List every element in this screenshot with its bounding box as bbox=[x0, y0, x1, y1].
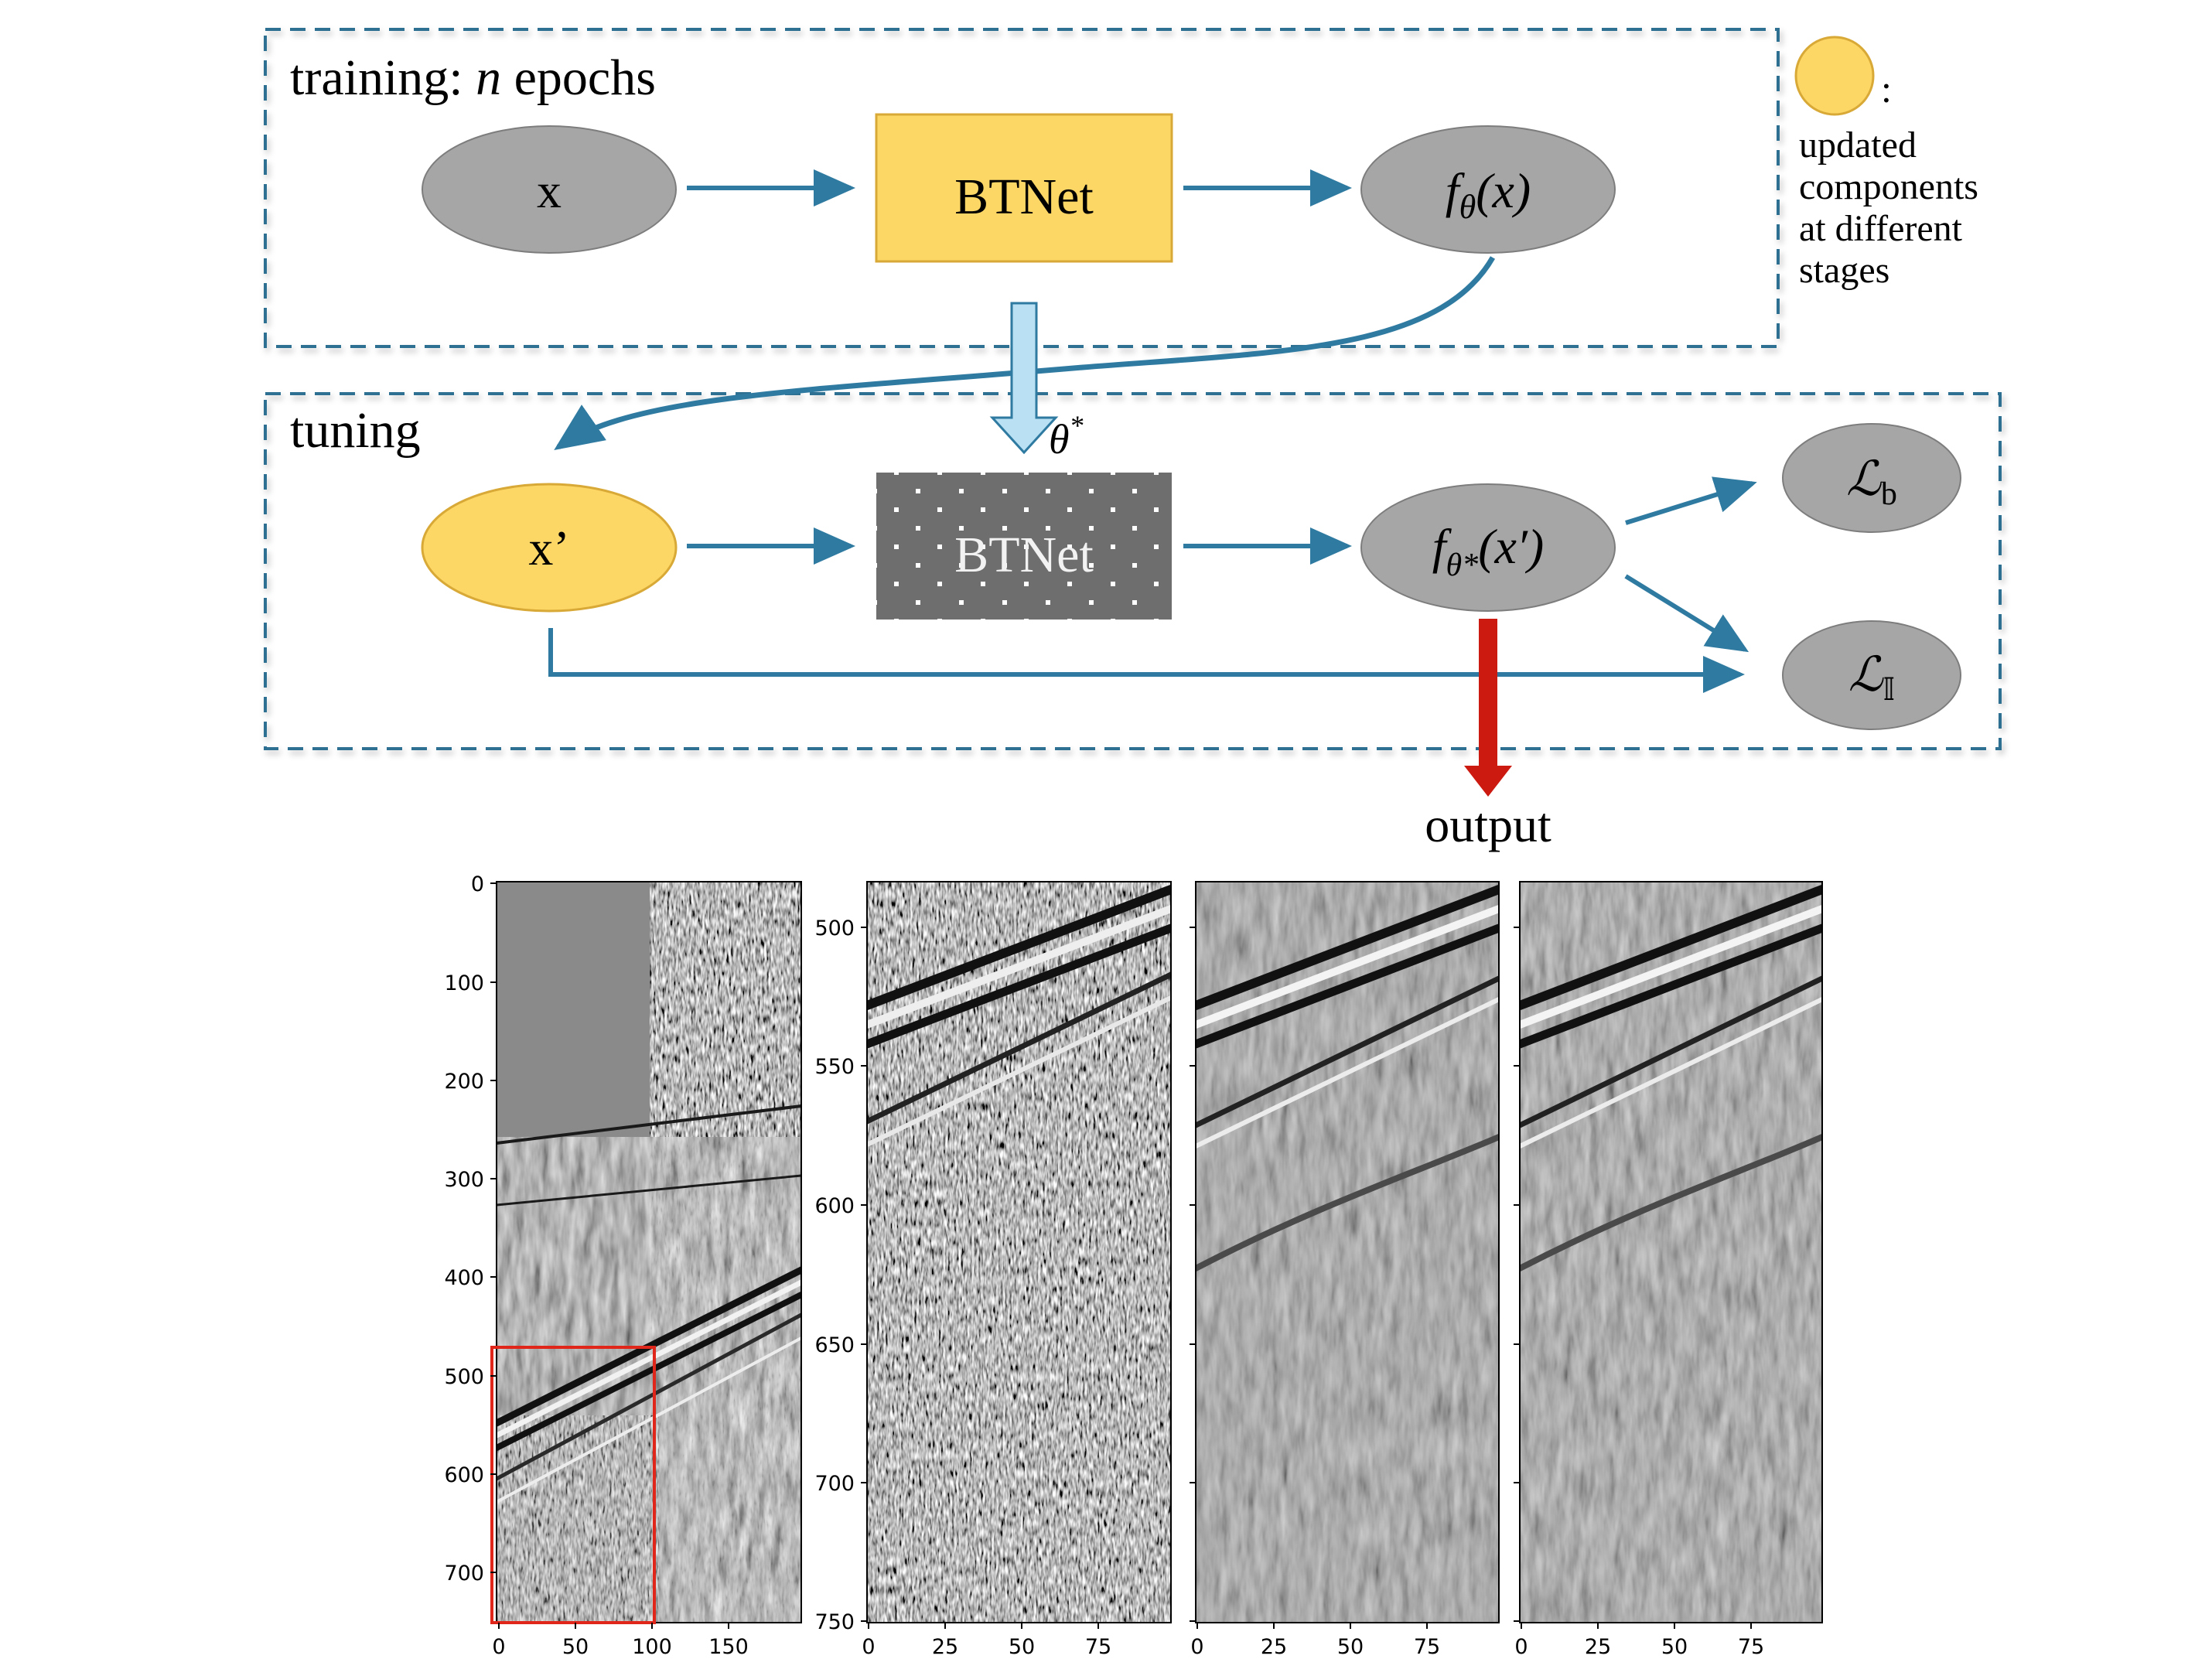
panel-2-events bbox=[867, 885, 1171, 1147]
input-x-label: x bbox=[537, 163, 562, 218]
theta-transfer: θ* bbox=[989, 302, 1084, 463]
svg-text:75: 75 bbox=[1738, 1635, 1764, 1659]
panel-3-xticks bbox=[1196, 1623, 1428, 1629]
panel-4-events bbox=[1520, 885, 1822, 1272]
tuning-box bbox=[264, 392, 2002, 750]
tuning-stage: tuning x’ BTNet fθ*(x′) ℒb ℒ𝕀 bbox=[264, 392, 2002, 750]
svg-text:0: 0 bbox=[492, 1635, 505, 1659]
input-x-prime-node bbox=[421, 483, 678, 613]
svg-text:150: 150 bbox=[708, 1635, 749, 1659]
svg-text:25: 25 bbox=[932, 1635, 958, 1659]
svg-text:700: 700 bbox=[444, 1562, 484, 1586]
btnet-frozen-dots bbox=[876, 473, 1172, 620]
panel-4-xtick-labels: 0 25 50 75 bbox=[1514, 1635, 1764, 1659]
panel-3: 0 25 50 75 bbox=[1190, 881, 1500, 1659]
panel-3-yticks bbox=[1190, 927, 1196, 1622]
svg-text:400: 400 bbox=[444, 1266, 484, 1290]
svg-text:300: 300 bbox=[444, 1168, 484, 1192]
f-theta-star-node bbox=[1360, 483, 1616, 612]
btnet-frozen-label: BTNet bbox=[954, 527, 1094, 583]
training-title: training: n epochs bbox=[290, 49, 656, 106]
arrow-fthetastar-to-loss-b bbox=[1625, 476, 1757, 525]
svg-text:0: 0 bbox=[471, 872, 484, 896]
svg-text:25: 25 bbox=[1261, 1635, 1287, 1659]
svg-text:100: 100 bbox=[632, 1635, 672, 1659]
svg-text:0: 0 bbox=[1514, 1635, 1528, 1659]
svg-text:75: 75 bbox=[1085, 1635, 1111, 1659]
btnet-label: BTNet bbox=[954, 169, 1094, 225]
svg-text:50: 50 bbox=[1337, 1635, 1364, 1659]
legend-colon: : bbox=[1881, 67, 1892, 111]
svg-text:500: 500 bbox=[814, 917, 855, 940]
panel-1-yticks bbox=[490, 882, 497, 1573]
svg-text:750: 750 bbox=[814, 1610, 855, 1634]
panel-1: 0 100 200 300 400 500 600 700 0 50 100 1… bbox=[444, 872, 802, 1659]
svg-text:0: 0 bbox=[1190, 1635, 1203, 1659]
arrow-xprime-to-loss-I bbox=[548, 628, 1745, 693]
panel-3-xtick-labels: 0 25 50 75 bbox=[1190, 1635, 1440, 1659]
panel-2-xticks bbox=[868, 1623, 1099, 1629]
btnet-block bbox=[875, 113, 1173, 263]
panel-4: 0 25 50 75 bbox=[1514, 881, 1823, 1659]
f-theta-label: fθ(x) bbox=[1446, 163, 1531, 226]
panel-1-xticks bbox=[498, 1623, 729, 1629]
tuning-title: tuning bbox=[290, 402, 421, 459]
legend-text: updated components at different stages bbox=[1799, 125, 1988, 291]
f-theta-node bbox=[1360, 125, 1616, 254]
svg-text:550: 550 bbox=[814, 1055, 855, 1079]
training-stage: training: n epochs x BTNet fθ(x) bbox=[264, 28, 1780, 348]
svg-text:700: 700 bbox=[814, 1472, 855, 1496]
panel-1-noise-bottom bbox=[497, 1415, 659, 1623]
arrow-ftheta-to-xprime bbox=[554, 256, 1496, 450]
input-x-node bbox=[422, 125, 677, 254]
svg-text:25: 25 bbox=[1585, 1635, 1611, 1659]
input-x-prime-label: x’ bbox=[528, 521, 569, 575]
panel-2-ytick-labels: 500 550 600 650 700 750 bbox=[814, 917, 855, 1634]
output-arrow-shape bbox=[1464, 619, 1512, 797]
legend: : updated components at different stages bbox=[1794, 36, 1988, 291]
panel-2-xtick-labels: 0 25 50 75 bbox=[862, 1635, 1111, 1659]
legend-yellow-circle bbox=[1794, 36, 1875, 116]
theta-star-label: θ* bbox=[1049, 410, 1084, 463]
panel-3-frame bbox=[1195, 881, 1500, 1623]
svg-text:600: 600 bbox=[444, 1463, 484, 1487]
svg-text:50: 50 bbox=[1009, 1635, 1035, 1659]
output-arrow: output bbox=[1425, 619, 1551, 852]
panel-4-frame bbox=[1519, 881, 1823, 1623]
panel-1-xtick-labels: 0 50 100 150 bbox=[492, 1635, 748, 1659]
panel-4-xticks bbox=[1521, 1623, 1752, 1629]
panel-1-ytick-labels: 0 100 200 300 400 500 600 700 bbox=[444, 872, 484, 1586]
loss-I-label: ℒ𝕀 bbox=[1848, 649, 1895, 708]
output-label: output bbox=[1425, 797, 1551, 852]
arrow-fthetastar-to-loss-I bbox=[1624, 574, 1749, 653]
svg-text:100: 100 bbox=[444, 971, 484, 995]
zoom-region-box bbox=[490, 1346, 656, 1624]
svg-text:50: 50 bbox=[1661, 1635, 1688, 1659]
panel-2: 500 550 600 650 700 750 0 25 50 75 bbox=[814, 881, 1172, 1659]
svg-text:500: 500 bbox=[444, 1365, 484, 1389]
svg-text:200: 200 bbox=[444, 1070, 484, 1094]
svg-text:650: 650 bbox=[814, 1333, 855, 1357]
panel-2-yticks bbox=[861, 927, 867, 1622]
loss-b-label: ℒb bbox=[1846, 453, 1897, 512]
theta-transfer-arrow bbox=[989, 302, 1059, 455]
panel-2-frame bbox=[866, 881, 1172, 1623]
svg-text:0: 0 bbox=[862, 1635, 875, 1659]
panel-4-yticks bbox=[1514, 927, 1520, 1622]
svg-text:600: 600 bbox=[814, 1194, 855, 1218]
svg-text:50: 50 bbox=[562, 1635, 589, 1659]
loss-I-node bbox=[1782, 620, 1961, 730]
loss-b-node bbox=[1782, 423, 1961, 533]
svg-text:75: 75 bbox=[1414, 1635, 1440, 1659]
panel-3-events bbox=[1196, 885, 1499, 1272]
